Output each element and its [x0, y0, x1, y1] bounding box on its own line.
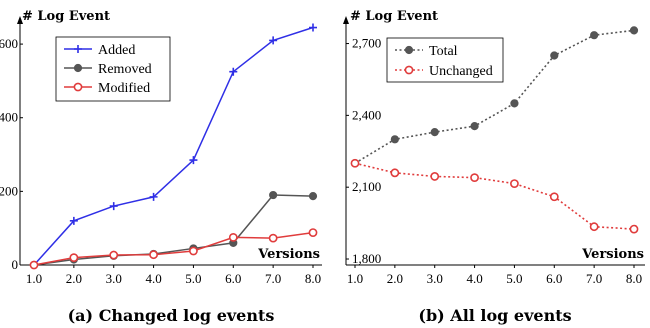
x-tick-label: 6.0: [225, 271, 241, 286]
y-axis-title: # Log Event: [350, 9, 438, 24]
y-axis-arrow: [343, 16, 349, 24]
series-line-total: [354, 29, 635, 164]
x-axis-title: Versions: [257, 247, 320, 262]
x-tick-label: 8.0: [626, 271, 642, 286]
caption: (a) Changed log events: [68, 306, 275, 325]
y-ticks: 1,800 2,100 2,400 2,700: [346, 36, 381, 266]
legend-label-modified: Modified: [98, 81, 150, 96]
x-tick-label: 5.0: [185, 271, 201, 286]
data-point-total: [550, 51, 559, 60]
legend-marker-removed: [73, 63, 83, 73]
x-tick-label: 3.0: [106, 271, 122, 286]
x-tick-label: 7.0: [265, 271, 281, 286]
legend-label-unchanged: Unchanged: [429, 64, 493, 79]
x-axis-title: Versions: [581, 247, 644, 262]
data-point-added: [189, 156, 198, 165]
y-tick-label: 600: [0, 36, 18, 51]
y-axis-title: # Log Event: [22, 9, 110, 24]
legend-label-total: Total: [429, 44, 458, 59]
chart-changed-log-events: # Log Event Versions 0 200 400 600 1.0 2.0 3.…: [0, 9, 322, 325]
x-tick-label: 3.0: [427, 271, 443, 286]
data-point-modified: [69, 253, 79, 263]
data-point-modified: [149, 250, 158, 260]
legend: Added Removed Modified: [55, 36, 171, 102]
series-line-added: [33, 26, 314, 266]
data-point-added: [69, 216, 78, 225]
x-ticks: 1.0 2.0 3.0 4.0 5.0 6.0 7.0 8.0: [347, 265, 642, 286]
data-point-removed: [308, 192, 318, 201]
x-ticks: 1.0 2.0 3.0 4.0 5.0 6.0 7.0 8.0: [26, 265, 321, 286]
series-group: [29, 23, 318, 270]
x-tick-label: 4.0: [466, 271, 482, 286]
legend-marker-total: [404, 45, 414, 55]
x-tick-label: 1.0: [26, 271, 42, 286]
x-tick-label: 1.0: [347, 271, 363, 286]
legend-marker-added: [74, 45, 82, 53]
y-tick-label: 2,400: [352, 107, 381, 122]
x-tick-label: 6.0: [546, 271, 562, 286]
legend: Total Unchanged: [386, 37, 504, 83]
series-line-modified: [33, 231, 314, 266]
data-point-added: [109, 202, 118, 211]
data-point-total: [430, 128, 439, 137]
data-point-total: [590, 31, 599, 40]
x-tick-label: 2.0: [387, 271, 403, 286]
y-tick-label: 0: [12, 257, 19, 272]
data-point-unchanged: [470, 173, 479, 183]
data-point-modified: [109, 250, 119, 260]
legend-marker-unchanged: [404, 65, 414, 75]
series-line-removed: [33, 194, 314, 266]
y-ticks: 0 200 400 600: [0, 36, 23, 272]
legend-marker-modified: [73, 82, 83, 92]
data-point-total: [629, 26, 639, 35]
data-point-unchanged: [390, 168, 400, 178]
data-point-removed: [269, 190, 278, 200]
y-tick-label: 2,100: [352, 179, 381, 194]
data-point-unchanged: [549, 192, 559, 202]
legend-label-added: Added: [98, 43, 135, 58]
x-tick-label: 8.0: [305, 271, 321, 286]
data-point-added: [149, 192, 158, 201]
data-point-unchanged: [430, 172, 440, 181]
y-axis-arrow: [17, 16, 23, 24]
x-tick-label: 2.0: [66, 271, 82, 286]
x-tick-label: 7.0: [586, 271, 602, 286]
series-group: [350, 26, 639, 234]
y-tick-label: 200: [0, 183, 18, 198]
legend-label-removed: Removed: [98, 62, 152, 77]
data-point-modified: [308, 228, 318, 237]
data-point-added: [269, 36, 278, 45]
y-tick-label: 2,700: [352, 36, 381, 51]
data-point-added: [229, 67, 238, 76]
caption: (b) All log events: [418, 306, 571, 325]
data-point-unchanged: [629, 224, 639, 234]
data-point-unchanged: [350, 158, 360, 168]
x-tick-label: 5.0: [506, 271, 522, 286]
data-point-modified: [189, 246, 198, 256]
legend-box: [386, 37, 504, 83]
data-point-total: [510, 99, 519, 108]
data-point-modified: [228, 232, 238, 242]
x-tick-label: 4.0: [145, 271, 161, 286]
data-point-total: [470, 122, 479, 131]
data-point-added: [309, 23, 317, 32]
chart-all-log-events: # Log Event Versions 1,800 2,100 2,400 2,70…: [343, 9, 645, 325]
data-point-modified: [268, 233, 278, 243]
data-point-unchanged: [510, 179, 519, 189]
series-line-unchanged: [354, 162, 635, 230]
data-point-total: [390, 135, 399, 144]
y-tick-label: 1,800: [352, 251, 381, 266]
data-point-unchanged: [589, 222, 599, 232]
y-tick-label: 400: [0, 110, 18, 125]
data-point-modified: [29, 260, 39, 270]
